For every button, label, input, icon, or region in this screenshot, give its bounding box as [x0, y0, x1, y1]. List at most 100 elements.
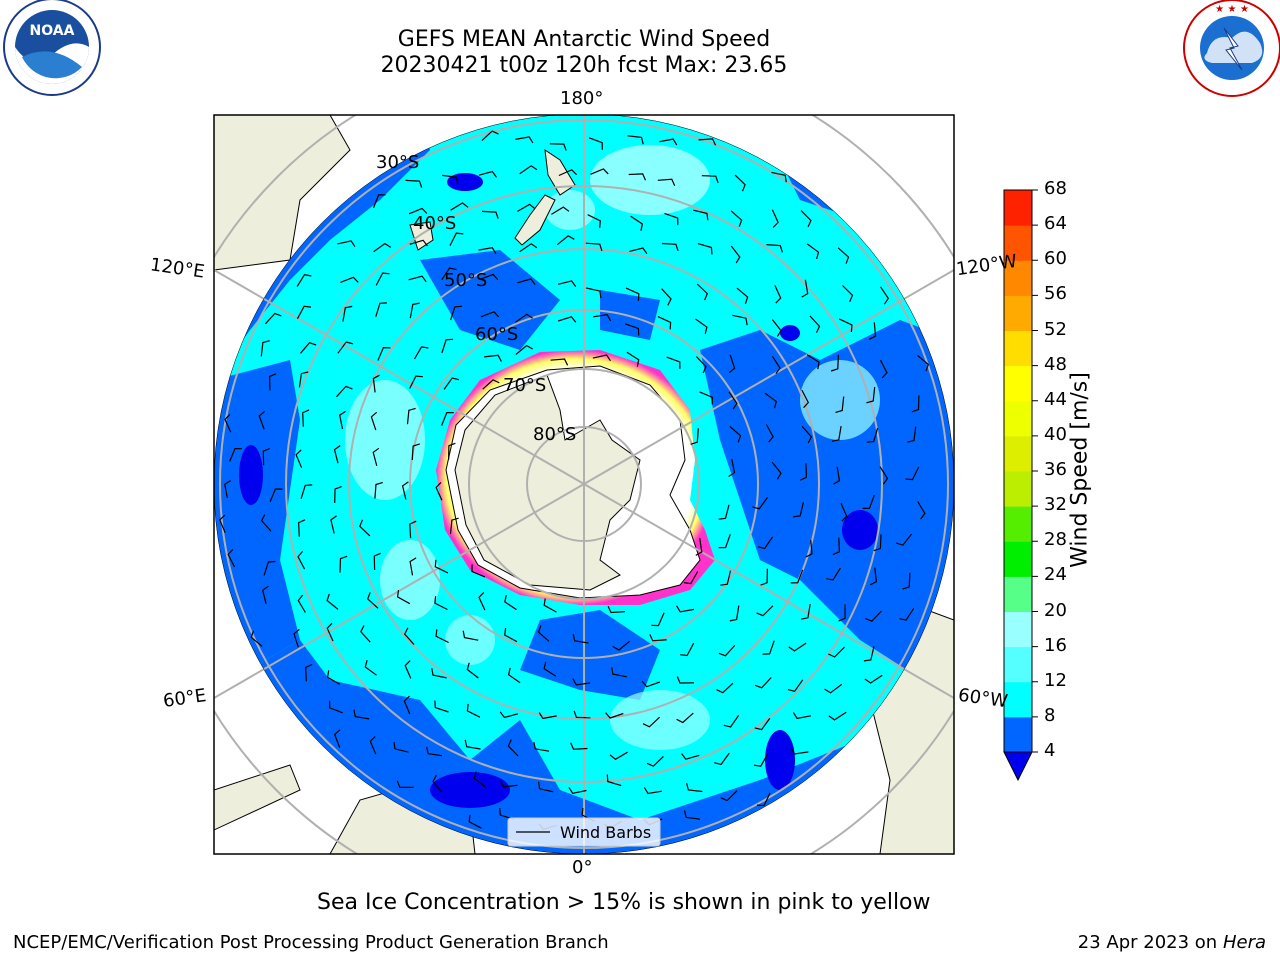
wind-barb: [754, 717, 771, 731]
colorbar-segment: [1004, 295, 1032, 331]
wind-barb: [409, 239, 428, 247]
wind-barb: [771, 319, 782, 337]
wind-barb: [790, 747, 809, 755]
wind-barb: [479, 273, 499, 281]
meridian-label-0: 0°: [572, 857, 593, 878]
wind-barb: [869, 567, 878, 586]
colorbar-tick-label: 40: [1044, 423, 1067, 445]
wind-barb: [728, 391, 738, 410]
wind-barb: [697, 243, 713, 255]
colorbar-segment: [1004, 330, 1032, 367]
wind-barb: [364, 660, 377, 676]
wind-barb: [434, 559, 449, 574]
wind-barb: [572, 633, 589, 644]
colorbar-segment: [1004, 365, 1032, 402]
wind-barb: [305, 663, 313, 682]
wind-barb: [408, 275, 427, 283]
wind-barb: [405, 179, 423, 188]
colorbar-tick-label: 64: [1044, 213, 1067, 235]
wind-barb: [401, 481, 409, 500]
sea-ice-note: Sea Ice Concentration > 15% is shown in …: [317, 890, 931, 915]
new-zealand: [514, 148, 576, 246]
wind-barb: [478, 591, 486, 611]
wind-barb: [337, 341, 354, 354]
footer-host: Hera: [1222, 932, 1266, 953]
lat-label-30s: 30°S: [376, 152, 420, 173]
wind-barb: [224, 480, 232, 499]
colorbar-tick-label: 8: [1044, 704, 1056, 726]
lat-label-50s: 50°S: [444, 270, 488, 291]
wind-barb: [628, 173, 647, 181]
wind-barb: [800, 603, 811, 620]
colorbar-segment: [1004, 681, 1032, 718]
colorbar-tick-label: 4: [1044, 740, 1056, 761]
wind-barb: [514, 313, 533, 323]
wind-barb: [863, 646, 875, 662]
wind-barb: [862, 494, 875, 509]
wind-barb: [353, 709, 370, 720]
wind-barb: [573, 710, 591, 719]
wind-barb: [866, 428, 879, 443]
wind-barb: [676, 676, 695, 684]
wind-barb: [593, 314, 612, 322]
wind-barb: [393, 741, 409, 753]
wind-barb: [329, 700, 343, 714]
wind-barb: [468, 814, 482, 829]
wind-barb: [587, 214, 601, 228]
colorbar: [1003, 189, 1038, 782]
wind-barb: [896, 533, 912, 546]
wind-barb: [612, 640, 631, 651]
wind-barb: [448, 442, 456, 460]
wind-barb: [643, 787, 662, 795]
wind-barb: [695, 356, 707, 374]
wind-barb: [760, 568, 768, 586]
wind-barb: [718, 644, 736, 657]
wind-barb: [549, 143, 567, 151]
wind-barb: [434, 596, 448, 611]
wind-barb: [840, 503, 848, 522]
colorbar-segment: [1004, 400, 1032, 437]
wind-barb: [339, 555, 348, 573]
wind-barb: [690, 428, 699, 445]
wind-barb: [572, 678, 591, 686]
wind-barb: [732, 314, 748, 326]
wind-barb: [557, 316, 577, 323]
wind-barb: [558, 169, 578, 177]
wind-barb: [771, 461, 782, 480]
wind-barb: [473, 771, 486, 788]
wind-barb: [661, 288, 672, 306]
colorbar-segment: [1004, 471, 1032, 507]
wind-barb: [680, 642, 695, 657]
wind-barb: [333, 445, 341, 464]
wind-barb: [720, 790, 738, 802]
wind-barb: [585, 242, 603, 252]
colorbar-segment: [1004, 646, 1032, 683]
wind-barb: [413, 346, 429, 360]
wind-barb: [693, 209, 709, 221]
meridian-label-180: 180°: [560, 88, 604, 109]
wind-barb: [756, 605, 774, 617]
wind-barb: [370, 411, 378, 431]
wind-barb: [264, 312, 282, 325]
wind-barb: [873, 534, 882, 552]
wind-barbs: [219, 130, 930, 830]
wind-barb: [515, 136, 534, 144]
wind-barb: [629, 247, 648, 255]
wind-barb: [800, 210, 812, 228]
wind-barb: [625, 287, 640, 301]
wind-barb: [696, 283, 709, 301]
wind-barb: [269, 488, 283, 503]
wind-barb: [683, 571, 699, 585]
wind-barb: [902, 572, 911, 590]
wind-barb: [297, 519, 306, 537]
wind-barb: [592, 354, 611, 362]
wind-barb: [482, 379, 500, 390]
wind-barb: [258, 410, 265, 430]
wind-barb: [766, 244, 783, 253]
wind-barb: [336, 385, 353, 398]
colorbar-segment: [1004, 716, 1032, 753]
wind-barb: [543, 598, 557, 613]
wind-barb: [556, 235, 575, 246]
wind-barb: [369, 736, 377, 755]
